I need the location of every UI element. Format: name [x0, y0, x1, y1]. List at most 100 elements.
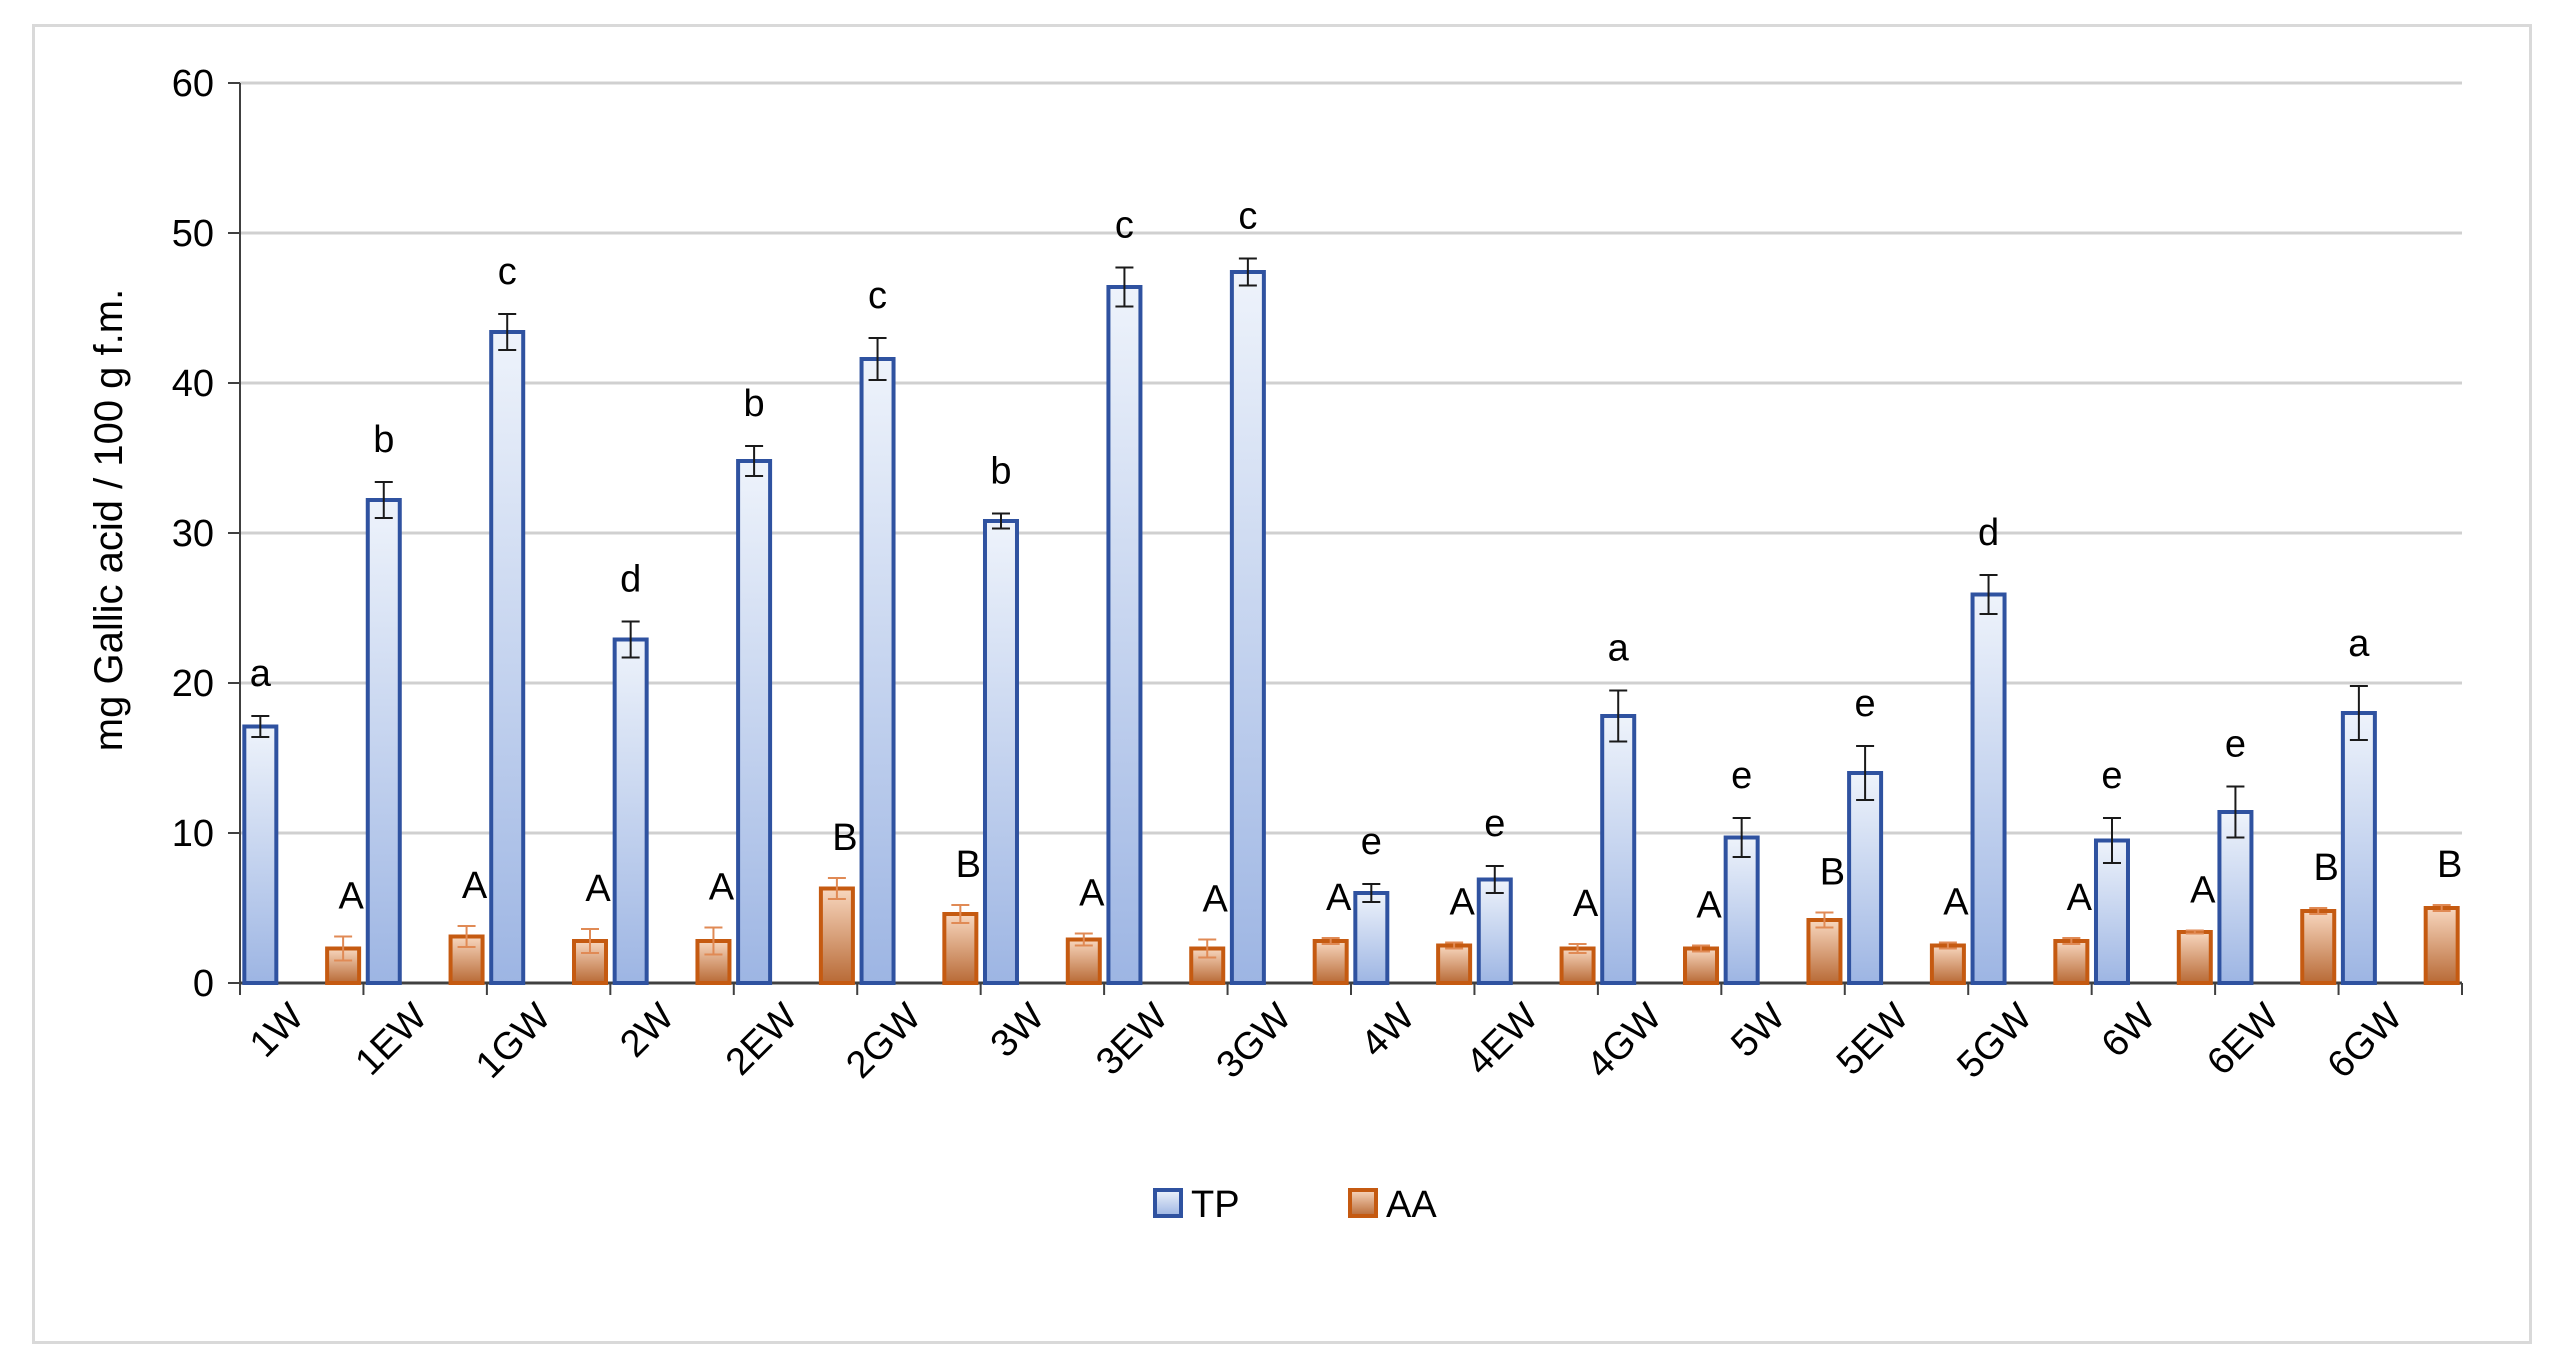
tp-letter-3W: b	[990, 451, 1011, 493]
aa-bar-3W	[1065, 937, 1102, 985]
y-tick-label-60: 60	[172, 63, 214, 105]
x-tick-label-3EW: 3EW	[1088, 996, 1176, 1084]
aa-letter-6GW: B	[2437, 844, 2462, 886]
tp-letter-4GW: a	[1608, 628, 1630, 670]
aa-letter-2W: A	[709, 867, 735, 909]
x-tick-label-6W: 6W	[2094, 996, 2164, 1066]
x-tick-label-5W: 5W	[1723, 996, 1793, 1066]
x-tick-label-1GW: 1GW	[468, 996, 559, 1087]
x-tick-label-6EW: 6EW	[2199, 996, 2287, 1084]
aa-letter-5GW: A	[2067, 877, 2093, 919]
aa-letter-2EW: B	[832, 817, 857, 859]
tp-bar-3W	[982, 519, 1019, 985]
aa-letter-5EW: A	[1943, 882, 1969, 924]
aa-bar-1W	[325, 946, 362, 985]
y-tick-label-20: 20	[172, 663, 214, 705]
tp-bar-6GW	[2340, 711, 2377, 985]
aa-letter-6W: A	[2190, 870, 2216, 912]
aa-bar-5W	[1806, 918, 1843, 985]
aa-letter-1W: A	[338, 876, 364, 918]
x-tick-label-4GW: 4GW	[1579, 996, 1670, 1087]
tp-letter-5W: e	[1731, 755, 1752, 797]
tp-bar-5GW	[1970, 592, 2007, 985]
aa-letter-3W: A	[1079, 873, 1105, 915]
tp-bar-2EW	[736, 459, 773, 985]
gridlines	[240, 81, 2462, 835]
aa-bar-2EW	[818, 886, 855, 985]
tp-letter-2W: d	[620, 559, 641, 601]
aa-bar-6EW	[2300, 909, 2337, 985]
x-tick-label-6GW: 6GW	[2320, 996, 2411, 1087]
tp-bar-5EW	[1847, 771, 1884, 985]
tp-bar-2W	[612, 637, 649, 985]
x-tick-label-1W: 1W	[242, 996, 312, 1066]
tp-letter-4EW: e	[1484, 803, 1505, 845]
aa-bar-6GW	[2423, 906, 2460, 985]
tp-letter-1GW: c	[498, 251, 517, 293]
tp-letter-3EW: c	[1115, 205, 1134, 247]
tp-letter-3GW: c	[1238, 196, 1257, 238]
aa-bar-6W	[2176, 930, 2213, 985]
legend-label-aa: AA	[1386, 1184, 1437, 1226]
aa-letter-4EW: A	[1573, 883, 1599, 925]
x-tick-label-3W: 3W	[983, 996, 1053, 1066]
x-tick-label-4EW: 4EW	[1459, 996, 1547, 1084]
tp-letter-6GW: a	[2348, 623, 2370, 665]
aa-letter-3EW: A	[1203, 879, 1229, 921]
tp-bar-3GW	[1229, 270, 1266, 985]
aa-bar-5EW	[1929, 943, 1966, 985]
aa-bar-5GW	[2053, 939, 2090, 985]
tp-bar-3EW	[1106, 285, 1143, 985]
x-tick-label-2GW: 2GW	[838, 996, 929, 1087]
aa-bar-4W	[1436, 943, 1473, 985]
legend-swatch-aa	[1348, 1188, 1378, 1218]
x-tick-label-2W: 2W	[612, 996, 682, 1066]
y-tick-label-30: 30	[172, 513, 214, 555]
tp-bar-4GW	[1600, 714, 1637, 985]
x-tick-label-1EW: 1EW	[348, 996, 436, 1084]
tp-bar-5W	[1723, 835, 1760, 985]
tp-letter-1EW: b	[373, 419, 394, 461]
legend-swatch-tp	[1153, 1188, 1183, 1218]
tp-letter-6W: e	[2101, 755, 2122, 797]
aa-bar-2GW	[942, 912, 979, 985]
legend: TP AA	[1153, 1184, 1437, 1226]
tp-bar-4W	[1353, 891, 1390, 985]
tp-letter-5GW: d	[1978, 512, 1999, 554]
legend-label-tp: TP	[1191, 1184, 1240, 1226]
tp-letter-2EW: b	[744, 383, 765, 425]
aa-letter-5W: B	[1820, 852, 1845, 894]
aa-letter-3GW: A	[1326, 877, 1352, 919]
tp-bar-1GW	[489, 330, 526, 985]
aa-bar-4GW	[1683, 946, 1720, 985]
y-axis-label: mg Gallic acid / 100 g f.m.	[87, 289, 131, 751]
aa-letter-4GW: A	[1696, 885, 1722, 927]
aa-letter-6EW: B	[2314, 847, 2339, 889]
aa-letter-4W: A	[1449, 882, 1475, 924]
aa-letter-1EW: A	[462, 865, 488, 907]
aa-bar-2W	[695, 939, 732, 985]
tp-letter-1W: a	[250, 653, 272, 695]
bars	[242, 257, 2460, 985]
tp-bar-4EW	[1476, 877, 1513, 985]
x-tick-label-2EW: 2EW	[718, 996, 806, 1084]
x-tick-label-3GW: 3GW	[1209, 996, 1300, 1087]
tp-letter-2GW: c	[868, 275, 887, 317]
y-tick-label-40: 40	[172, 363, 214, 405]
tp-letter-5EW: e	[1855, 683, 1876, 725]
tp-bar-1W	[242, 724, 279, 985]
aa-bar-3GW	[1312, 939, 1349, 985]
tp-bar-2GW	[859, 357, 896, 985]
tp-letter-4W: e	[1361, 821, 1382, 863]
tp-bar-1EW	[365, 498, 402, 985]
aa-letter-2GW: B	[956, 844, 981, 886]
aa-letter-1GW: A	[585, 868, 611, 910]
significance-letters: a b c d b c b c c e e a e e d e e a A A A A B B A A A A A A B A A A B B	[250, 196, 2463, 927]
x-tick-label-5GW: 5GW	[1949, 996, 2040, 1087]
x-tick-label-5EW: 5EW	[1829, 996, 1917, 1084]
y-tick-label-10: 10	[172, 813, 214, 855]
x-tick-label-4W: 4W	[1353, 996, 1423, 1066]
y-tick-label-50: 50	[172, 213, 214, 255]
tp-letter-6EW: e	[2225, 724, 2246, 766]
